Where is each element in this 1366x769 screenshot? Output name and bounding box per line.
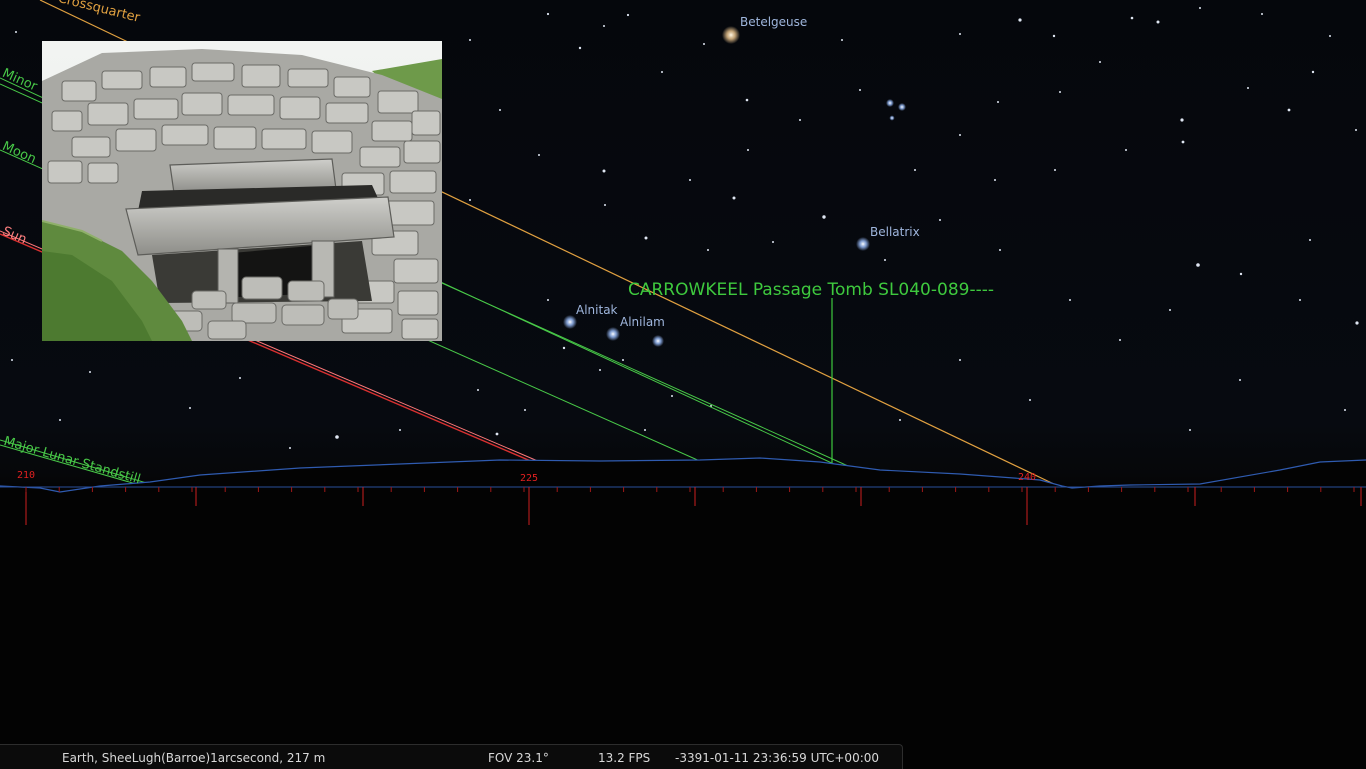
status-bar[interactable]: Earth, SheeLugh(Barroe)1arcsecond, 217 m…	[0, 744, 903, 769]
azimuth-label-240: 240	[1018, 472, 1037, 483]
star-label-alnilam[interactable]: Alnilam	[620, 315, 665, 329]
star-label-alnitak[interactable]: Alnitak	[576, 303, 618, 317]
star-alnitak	[563, 315, 577, 329]
star-alnilam	[606, 327, 620, 341]
star-betelgeuse	[722, 26, 740, 44]
fov-readout[interactable]: FOV 23.1°	[488, 751, 549, 765]
azimuth-ticks	[25, 487, 1362, 525]
azimuth-label-210: 210	[17, 470, 36, 481]
passage-tomb-image	[42, 41, 442, 341]
passage-tomb-photo	[42, 41, 442, 341]
star-label-bellatrix[interactable]: Bellatrix	[870, 225, 920, 239]
target-label[interactable]: CARROWKEEL Passage Tomb SL040-089----	[628, 280, 994, 300]
azimuth-minor-ticks	[25, 487, 1355, 492]
star-bellatrix	[856, 237, 870, 251]
star-meissa-2	[898, 103, 906, 111]
azimuth-label-225: 225	[520, 473, 539, 484]
background-stars	[11, 7, 1359, 449]
fps-readout: 13.2 FPS	[598, 751, 651, 765]
star-meissa-1	[886, 99, 894, 107]
datetime-readout[interactable]: -3391-01-11 23:36:59 UTC+00:00	[675, 751, 880, 765]
major-lunar-line-a	[0, 439, 151, 485]
location-readout[interactable]: Earth, SheeLugh(Barroe)1arcsecond, 217 m	[62, 751, 326, 765]
star-label-betelgeuse[interactable]: Betelgeuse	[740, 15, 808, 29]
star-mintaka-area	[652, 335, 664, 347]
bright-stars[interactable]	[563, 26, 906, 347]
horizon-outline	[0, 457, 1366, 493]
horizon-landscape	[0, 458, 1366, 768]
star-meissa-3	[889, 115, 895, 121]
major-lunar-line-b	[0, 444, 151, 489]
